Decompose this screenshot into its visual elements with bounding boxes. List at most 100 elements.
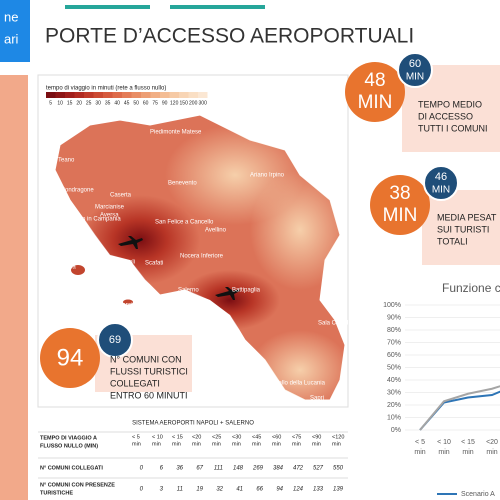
- small-unit: MIN: [432, 185, 450, 196]
- x-tick-label: min: [486, 449, 497, 456]
- cell: 6: [160, 466, 164, 472]
- tab-text: ne: [4, 9, 18, 24]
- place-label: Ariano Irpino: [250, 173, 285, 179]
- big-unit: MIN: [358, 92, 393, 113]
- place-label: Vallo della Lucania: [275, 381, 326, 387]
- cell: 384: [273, 466, 284, 472]
- header-cell: <25: [212, 434, 221, 440]
- series-line: [419, 385, 500, 431]
- legend-label: 40: [114, 100, 120, 106]
- y-tick-label: 100%: [383, 302, 401, 309]
- small-number: 60: [409, 58, 421, 70]
- x-tick-label: <20: [486, 439, 498, 446]
- place-label: Aversa: [100, 213, 119, 219]
- legend-swatch: [74, 92, 84, 98]
- legend-title: tempo di viaggio in minuti (rete a fluss…: [46, 86, 166, 92]
- cell: 67: [196, 466, 203, 472]
- x-tick-label: < 15: [461, 439, 475, 446]
- place-label: Teano: [58, 158, 75, 164]
- place-label: Battipaglia: [232, 288, 261, 294]
- legend-label: 20: [76, 100, 82, 106]
- place-label: Avellino: [205, 228, 227, 234]
- small-number: 69: [109, 334, 121, 346]
- cell: 66: [256, 487, 263, 493]
- big-number: 94: [57, 344, 84, 371]
- legend-label: 50: [133, 100, 139, 106]
- legend-swatch: [93, 92, 103, 98]
- header-cell: min: [272, 441, 281, 447]
- big-number: 48: [364, 70, 385, 91]
- callout-text: DI ACCESSO: [418, 111, 473, 121]
- cell: 111: [214, 466, 223, 472]
- chart: 0% 10% 20% 30% 40% 50% 60% 70% 80% 90% 100% < 5 min <…: [383, 302, 500, 498]
- place-label: Ischia: [60, 265, 76, 271]
- legend-label: 150: [180, 100, 189, 106]
- x-tick-label: < 10: [437, 439, 451, 446]
- x-tick-label: min: [438, 449, 449, 456]
- place-label: Caserta: [110, 193, 132, 199]
- place-label: Sapri: [310, 396, 324, 402]
- cell: 527: [313, 466, 324, 472]
- title: PORTE D’ACCESSO AEROPORTUALI: [45, 25, 414, 48]
- header-cell: < 10: [152, 434, 163, 440]
- legend-swatch: [122, 92, 132, 98]
- legend-label: 300: [199, 100, 208, 106]
- y-tick-label: 40%: [387, 377, 401, 384]
- big-badge: [40, 328, 100, 388]
- header-cell: < 15: [172, 434, 183, 440]
- legend-label: 60: [143, 100, 149, 106]
- header-cell: < 5: [132, 434, 140, 440]
- cell: 124: [293, 487, 304, 493]
- y-tick-label: 50%: [387, 364, 401, 371]
- cell: 550: [333, 466, 344, 472]
- cell: 269: [252, 466, 264, 472]
- small-unit: MIN: [406, 72, 424, 83]
- row-label: TURISTICHE: [40, 490, 73, 496]
- row-label: N° COMUNI COLLEGATI: [40, 465, 103, 471]
- y-tick-label: 10%: [387, 414, 401, 421]
- header-label: FLUSSO NULLO (MIN): [40, 443, 98, 449]
- header-cell: <120: [332, 434, 344, 440]
- legend-label: 25: [86, 100, 92, 106]
- legend-label: Scenario A: [461, 491, 495, 498]
- small-number: 46: [435, 171, 447, 183]
- big-number: 38: [389, 183, 410, 204]
- place-label: San Felice a Cancello: [155, 220, 214, 226]
- place-label: Nocera Inferiore: [180, 254, 224, 260]
- small-badge: [97, 322, 133, 358]
- cell: 11: [177, 487, 183, 493]
- table-title: SISTEMA AEROPORTI NAPOLI + SALERNO: [132, 421, 254, 427]
- deco-bar: [65, 5, 150, 9]
- legend-swatch: [46, 92, 56, 98]
- header-cell: min: [172, 441, 181, 447]
- header-cell: min: [252, 441, 261, 447]
- tab: [0, 0, 30, 62]
- legend-swatch: [188, 92, 198, 98]
- legend-swatch: [112, 92, 122, 98]
- legend-swatch: [141, 92, 151, 98]
- header-cell: min: [212, 441, 221, 447]
- header-cell: <90: [312, 434, 321, 440]
- legend-label: 35: [105, 100, 111, 106]
- legend-swatch: [150, 92, 160, 98]
- chart-title: Funzione c: [442, 281, 500, 295]
- x-tick-label: < 5: [415, 439, 425, 446]
- callout-text: FLUSSI TURISTICI: [110, 366, 188, 376]
- cell: 32: [216, 487, 223, 493]
- row-label: N° COMUNI CON PRESENZE: [40, 482, 115, 488]
- cell: 139: [333, 487, 344, 493]
- legend-swatch: [179, 92, 189, 98]
- legend-label: 5: [49, 100, 52, 106]
- y-tick-label: 80%: [387, 327, 401, 334]
- cell: 0: [140, 487, 144, 493]
- legend-label: 75: [152, 100, 158, 106]
- cell: 36: [176, 466, 183, 472]
- big-badge: [370, 175, 430, 235]
- deco-bar: [170, 5, 265, 9]
- legend-swatch: [131, 92, 141, 98]
- place-label: Marcianise: [95, 205, 125, 211]
- legend-label: 30: [95, 100, 101, 106]
- place-label: Capri: [118, 303, 132, 309]
